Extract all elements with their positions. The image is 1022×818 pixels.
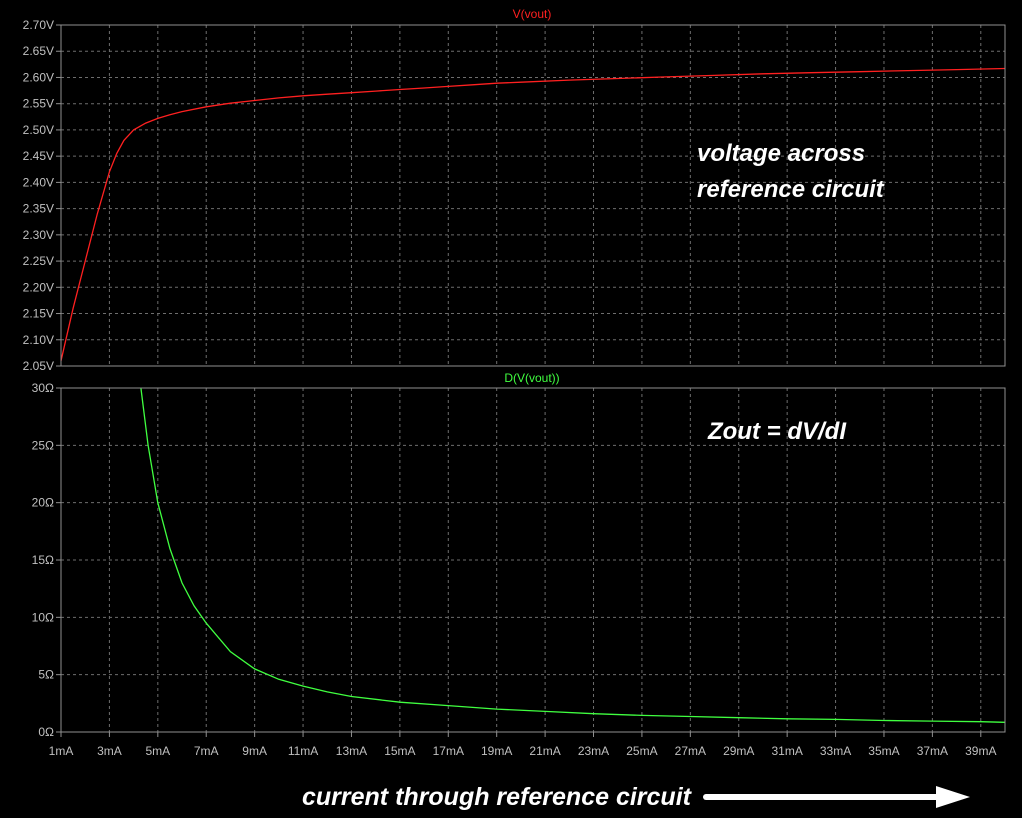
voltage-annotation-line-1: voltage across: [697, 140, 865, 167]
voltage-y-tick-label: 2.70V: [23, 18, 54, 32]
x-tick-label: 23mA: [578, 744, 609, 758]
voltage-pane-frame: [60, 24, 1006, 367]
x-tick-label: 37mA: [917, 744, 948, 758]
impedance-y-tick-label: 0Ω: [38, 725, 54, 739]
x-tick-label: 7mA: [194, 744, 219, 758]
current-x-ticks: 1mA 3mA 5mA 7mA 9mA 11mA 13mA 15mA 17mA 19mA 21mA 2…: [49, 732, 996, 758]
voltage-y-tick-label: 2.10V: [23, 333, 54, 347]
impedance-y-tick-label: 30Ω: [32, 381, 54, 395]
voltage-y-tick-label: 2.05V: [23, 359, 54, 373]
x-tick-label: 31mA: [771, 744, 802, 758]
voltage-y-tick-label: 2.55V: [23, 97, 54, 111]
x-tick-label: 11mA: [288, 744, 318, 758]
voltage-y-tick-label: 2.25V: [23, 254, 54, 268]
x-tick-label: 3mA: [97, 744, 122, 758]
x-axis-title: current through reference circuit: [302, 783, 693, 811]
x-tick-label: 19mA: [481, 744, 512, 758]
voltage-y-tick-label: 2.35V: [23, 202, 54, 216]
x-tick-label: 21mA: [529, 744, 560, 758]
voltage-y-tick-label: 2.60V: [23, 70, 54, 84]
right-arrow-icon: [703, 786, 970, 808]
x-tick-label: 9mA: [242, 744, 267, 758]
x-tick-label: 39mA: [965, 744, 996, 758]
x-tick-label: 1mA: [49, 744, 74, 758]
impedance-pane-title: D(V(vout)): [504, 371, 559, 385]
voltage-trace[interactable]: [60, 67, 1006, 361]
impedance-pane-frame: [60, 387, 1006, 733]
impedance-annotation: Zout = dV/dI: [707, 418, 847, 445]
impedance-trace[interactable]: [140, 387, 1006, 723]
voltage-y-ticks: 2.70V 2.65V 2.60V 2.55V 2.50V 2.45V 2.40V 2.35V…: [23, 18, 61, 373]
x-tick-label: 25mA: [626, 744, 657, 758]
impedance-y-tick-label: 10Ω: [32, 610, 54, 624]
x-tick-label: 15mA: [384, 744, 415, 758]
voltage-y-tick-label: 2.20V: [23, 280, 54, 294]
x-tick-label: 35mA: [868, 744, 899, 758]
voltage-y-tick-label: 2.65V: [23, 44, 54, 58]
voltage-y-tick-label: 2.45V: [23, 149, 54, 163]
x-tick-label: 17mA: [433, 744, 464, 758]
voltage-y-tick-label: 2.30V: [23, 228, 54, 242]
x-tick-label: 29mA: [723, 744, 754, 758]
x-tick-label: 13mA: [336, 744, 367, 758]
x-tick-label: 33mA: [820, 744, 851, 758]
voltage-y-tick-label: 2.15V: [23, 307, 54, 321]
voltage-y-tick-label: 2.40V: [23, 175, 54, 189]
voltage-pane-title: V(vout): [513, 7, 552, 21]
impedance-pane[interactable]: D(V(vout)) 30Ω 25Ω 20Ω 15Ω 10Ω 5Ω 0Ω 1mA 3mA 5mA…: [32, 371, 1006, 758]
impedance-y-tick-label: 20Ω: [32, 496, 54, 510]
impedance-y-tick-label: 5Ω: [38, 668, 54, 682]
impedance-y-tick-label: 15Ω: [32, 553, 54, 567]
impedance-y-ticks: 30Ω 25Ω 20Ω 15Ω 10Ω 5Ω 0Ω: [32, 381, 61, 739]
x-tick-label: 5mA: [145, 744, 170, 758]
voltage-y-tick-label: 2.50V: [23, 123, 54, 137]
x-tick-label: 27mA: [675, 744, 706, 758]
impedance-y-tick-label: 25Ω: [32, 438, 54, 452]
voltage-pane[interactable]: V(vout) 2.70V2.65V2.60V2.55V2.50V2.45V2.…: [23, 7, 1006, 373]
voltage-annotation-line-2: reference circuit: [697, 176, 885, 203]
